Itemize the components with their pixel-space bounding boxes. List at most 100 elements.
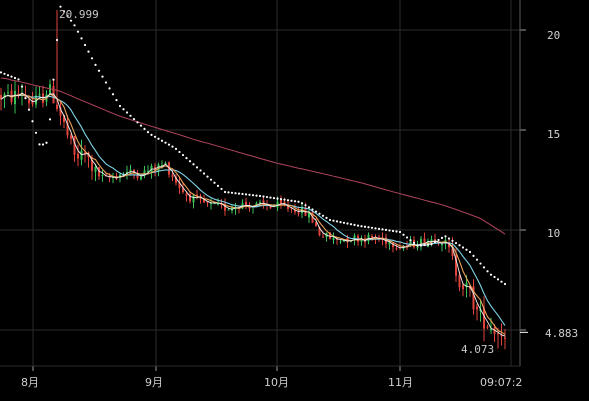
candle-body — [66, 122, 69, 136]
sar-dot — [213, 181, 216, 184]
sar-dot — [283, 198, 286, 201]
sar-dot — [97, 69, 101, 72]
sar-dot — [405, 236, 409, 239]
candle-body — [35, 95, 37, 105]
x-tick-label: 8月 — [21, 376, 39, 389]
candle-body — [220, 204, 223, 206]
candle-body — [31, 100, 34, 105]
sar-dot — [55, 38, 59, 42]
candle-body — [287, 204, 289, 209]
sar-dot — [356, 224, 360, 227]
candle-body — [49, 84, 51, 95]
sar-dot — [206, 175, 209, 178]
candle-body — [490, 329, 492, 331]
sar-dot — [458, 244, 461, 247]
sar-dot — [143, 127, 146, 130]
candle-body — [500, 335, 503, 337]
sar-dot — [115, 99, 118, 102]
sar-dot — [321, 214, 325, 217]
candle-body — [255, 202, 258, 205]
sar-dot — [178, 150, 181, 154]
sar-dot — [94, 63, 97, 66]
candle-body — [129, 169, 132, 172]
sar-dot — [118, 104, 122, 108]
candle-body — [462, 284, 464, 290]
sar-dot — [416, 244, 419, 247]
sar-dot — [367, 226, 370, 229]
candle-body — [101, 175, 104, 177]
sar-dot — [290, 199, 293, 202]
ma-long-line — [0, 77, 506, 235]
candle-body — [203, 198, 205, 203]
candle-body — [147, 171, 149, 173]
y-tick-label: 15 — [547, 128, 560, 141]
sar-dot — [251, 194, 255, 197]
sar-dot — [279, 198, 283, 201]
sar-dot — [409, 239, 412, 242]
candle-body — [140, 176, 142, 180]
candle-body — [210, 203, 212, 205]
candle-body — [38, 93, 41, 96]
candle-body — [388, 242, 391, 245]
candle-body — [143, 170, 146, 176]
sar-dot — [139, 124, 143, 127]
sar-dot — [255, 194, 258, 197]
sar-dot — [258, 194, 262, 198]
sar-dot — [444, 235, 447, 238]
sar-dot — [66, 14, 69, 18]
sar-dot — [52, 78, 55, 81]
candle-body — [339, 241, 342, 243]
sar-dot — [370, 226, 374, 229]
sar-dot — [500, 280, 503, 283]
candle-body — [175, 176, 177, 183]
sar-dot — [475, 258, 479, 261]
sar-dot — [101, 75, 104, 78]
sar-dot — [430, 242, 433, 246]
sar-dot — [276, 197, 279, 200]
time-label: 09:07:2 — [480, 376, 522, 389]
sar-dot — [472, 254, 475, 257]
candle-body — [465, 283, 468, 287]
candle-body — [493, 327, 496, 335]
sar-dot — [244, 193, 248, 196]
candle-body — [416, 246, 419, 248]
sar-dot — [38, 143, 41, 146]
sar-dot — [80, 37, 83, 40]
candle-body — [14, 90, 16, 105]
sar-dot — [129, 114, 132, 117]
sar-dot — [164, 141, 167, 144]
sar-dot — [468, 250, 472, 254]
sar-dot — [412, 241, 416, 244]
candle-body — [178, 182, 181, 188]
sar-dot — [146, 131, 150, 134]
sar-dot — [24, 97, 27, 100]
sar-dot — [272, 197, 276, 200]
sar-dot — [122, 108, 125, 111]
sar-dot — [391, 229, 395, 233]
sar-dot — [45, 141, 48, 144]
candle-body — [374, 236, 377, 239]
sar-dot — [73, 24, 76, 27]
sar-dot — [335, 220, 339, 223]
sar-dot — [87, 50, 90, 53]
sar-dot — [41, 143, 45, 146]
sar-dot — [374, 227, 377, 230]
candle-body — [94, 166, 97, 172]
sar-dot — [384, 228, 388, 231]
x-tick-label: 9月 — [145, 376, 163, 389]
candle-body — [497, 333, 499, 335]
sar-dot — [174, 147, 178, 150]
sar-dot — [132, 117, 136, 121]
candle-body — [350, 240, 352, 242]
sar-dot — [300, 202, 304, 205]
sar-dot — [111, 93, 115, 96]
sar-dot — [76, 30, 80, 33]
sar-dot — [62, 10, 66, 13]
candle-body — [322, 236, 324, 238]
candle-body — [423, 238, 426, 245]
sar-dot — [398, 230, 402, 234]
sar-dot — [181, 153, 185, 157]
high-annotation: 20.999 — [59, 8, 99, 21]
sar-dot — [48, 118, 52, 121]
